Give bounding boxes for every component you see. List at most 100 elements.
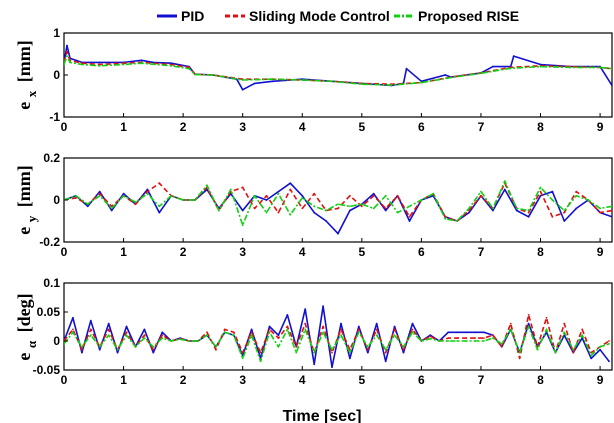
panel-ex-series-1-point <box>271 80 274 83</box>
panel-ey-series-1-point <box>384 209 387 212</box>
panel-ealpha-ytick-label: 0.1 <box>43 276 60 290</box>
panel-ex-xaxis: 0 1 2 3 4 5 6 7 8 9 <box>61 113 604 134</box>
panel-ey-series-1-point <box>349 209 351 212</box>
panel-ealpha-series-3-point <box>411 331 414 334</box>
panel-ey-series-1-point <box>301 194 304 197</box>
panel-ey-series-2-point <box>384 207 387 210</box>
panel-ealpha-series-3-point <box>420 340 423 342</box>
panel-ex-series-3-point <box>450 76 453 79</box>
panel-ealpha-series-2-point <box>250 331 253 334</box>
panel-ealpha-series-3-point <box>313 351 316 354</box>
panel-ealpha-series-3-point <box>563 331 566 334</box>
panel-ealpha-xtick-label: 3 <box>239 373 246 387</box>
panel-ex-series-3-point <box>599 66 601 69</box>
panel-ey-frame <box>63 157 613 243</box>
svg-text:e α [deg]: e α [deg] <box>14 293 40 360</box>
panel-ey-series-3-point <box>253 194 256 197</box>
panel-ealpha-series-3-point <box>268 331 271 334</box>
panel-ealpha-series-2-point <box>241 351 244 354</box>
panel-ealpha-ylabel-sub: α <box>24 340 39 348</box>
panel-ealpha-series-1-point <box>384 360 387 363</box>
panel-ex-xtick-label: 5 <box>358 120 365 134</box>
panel-ealpha-series-3-point <box>438 340 441 342</box>
panel-ey-series-2-point <box>611 209 612 212</box>
panel-ex-xtick-label: 8 <box>537 120 544 134</box>
panel-ealpha-series-3-point <box>483 340 485 342</box>
panel-ey-xaxis: 0 1 2 3 4 5 6 7 8 9 <box>61 238 604 259</box>
x-axis-label: Time [sec] <box>283 408 362 423</box>
panel-ey-series-1-point <box>289 182 292 185</box>
panel-ealpha-xtick-label: 1 <box>120 373 127 387</box>
panel-ealpha-series-1-point <box>286 314 289 316</box>
panel-ey-xtick-label: 8 <box>537 245 544 259</box>
panel-ey-series-3-point <box>170 194 173 197</box>
panel-ealpha-frame <box>63 282 613 371</box>
panel-ey-series-2-point <box>146 190 149 193</box>
panel-ey-series-2-point <box>289 188 292 191</box>
panel-ey-series-3-point <box>611 205 612 208</box>
panel-ey-series-1-point <box>110 209 113 212</box>
panel-ealpha-series-2-point <box>474 337 476 339</box>
panel-ey-series-3-point <box>134 201 137 204</box>
panel-ey-yaxis: -0.2 0 0.2 <box>39 151 68 249</box>
panel-ealpha-series-3-point <box>188 340 191 342</box>
panel-ealpha-series-1-point <box>143 328 146 331</box>
panel-ealpha-series-3-point <box>232 334 235 337</box>
panel-ealpha-xaxis: 0 1 2 3 4 5 6 7 8 9 <box>61 366 604 387</box>
panel-ey-series-3-point <box>325 209 327 212</box>
panel-ey-series-3-point <box>360 203 363 206</box>
panel-ealpha-series-2-point <box>143 334 146 337</box>
panel-ealpha-series-3-point <box>322 331 324 334</box>
panel-ex-ytick-label: -1 <box>49 110 60 124</box>
panel-ealpha-series-3-point <box>170 340 173 342</box>
panel-ealpha-series-1-point <box>107 322 110 325</box>
panel-ealpha-series-3-point <box>384 348 387 351</box>
panel-ealpha-series-2-point <box>527 314 530 316</box>
panel-ealpha-series-3-point <box>456 340 458 342</box>
panel-ey-series-1-point <box>563 220 566 222</box>
panel-ealpha-series-1-point <box>411 322 414 325</box>
panel-ey-series-1-point <box>468 211 470 214</box>
panel-ealpha-series-3-point <box>72 331 74 334</box>
panel-ealpha-series-1-point <box>89 319 92 322</box>
panel-ex-series-2-point <box>66 51 68 53</box>
panel-ey-series-3-point <box>563 209 566 212</box>
panel-ey-series-3-point <box>372 207 375 210</box>
panel-ealpha-ytick-label: 0 <box>53 334 60 348</box>
panel-ey-series-2-point <box>277 211 280 214</box>
panel-ealpha-series-3-point <box>179 338 182 341</box>
panel-ey-series-1-point <box>265 199 268 201</box>
panel-ey-series-2-point <box>301 207 304 210</box>
panel-ey-series-1-point <box>527 215 530 218</box>
panel-ealpha-series-1-point <box>81 351 83 354</box>
panel-ealpha-series-3 <box>64 325 610 363</box>
panel-ealpha-series-2-point <box>375 328 378 331</box>
panel-ey-series-2-point <box>360 205 363 208</box>
panel-ex-series-1-point <box>492 65 494 68</box>
panel-ealpha-series-2-point <box>384 351 387 354</box>
panel-ey-xtick-label: 6 <box>418 245 425 259</box>
panel-ey-series-2-point <box>599 211 601 214</box>
panel-ealpha-series-2-point <box>572 351 575 354</box>
panel-ey-series-3-point <box>444 218 447 220</box>
panel-ey-series-2-point <box>134 203 137 206</box>
panel-ex-series-3-point <box>539 65 542 68</box>
legend: PID Sliding Mode Control Proposed RISE <box>157 8 519 24</box>
panel-ealpha-series-3-point <box>134 345 137 348</box>
panel-ex-ylabel: e x [mm] <box>14 40 39 109</box>
panel-ealpha-xtick-label: 0 <box>61 373 68 387</box>
panel-ealpha-series-2-point <box>483 337 485 339</box>
panel-ey-series-2-point <box>408 215 411 218</box>
panel-ey-series-1-point <box>325 220 327 222</box>
panel-ey-series-3-point <box>408 205 411 208</box>
panel-ealpha-series-3-point <box>349 351 351 354</box>
panel-ealpha-series-1-point <box>268 325 271 328</box>
panel-ealpha-series-3-point <box>572 348 575 351</box>
panel-ex-ylabel-unit: [mm] <box>14 40 34 82</box>
panel-ealpha-series-1-point <box>474 331 476 334</box>
panel-ex-series-3-point <box>301 79 304 81</box>
panel-ealpha-series-3-point <box>286 328 289 331</box>
panel-ey-series-3-point <box>456 220 458 222</box>
panel-ey-series-3-point <box>575 194 578 197</box>
